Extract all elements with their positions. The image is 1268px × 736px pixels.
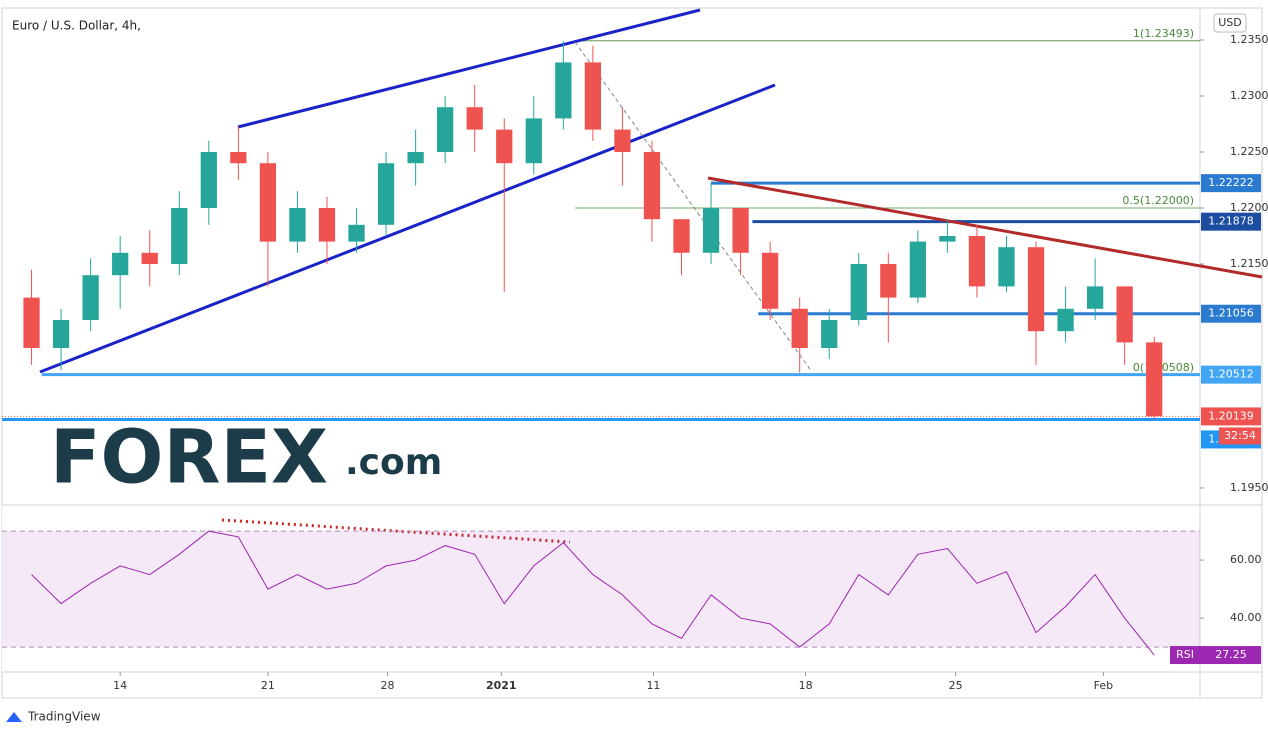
candle-body <box>1146 342 1163 417</box>
rsi-last: 27.25 <box>1215 648 1247 661</box>
candle-body <box>673 219 690 253</box>
candle-body <box>496 129 513 164</box>
candle-body <box>968 235 986 287</box>
watermark: FOREX .com <box>50 415 442 501</box>
candle-body <box>791 308 808 348</box>
price-tick-label: 1.22000 <box>1230 201 1268 214</box>
price-tick-label: 1.21500 <box>1230 257 1268 270</box>
x-tick-label: 25 <box>949 679 963 692</box>
candle-body <box>525 118 542 164</box>
rsi-tick-label: 60.00 <box>1230 553 1262 566</box>
candle-body <box>939 235 956 242</box>
candle-body <box>23 297 40 348</box>
fib-label: 0.5(1.22000) <box>1122 194 1194 207</box>
trend-line <box>707 176 1263 279</box>
currency-box <box>1213 13 1247 33</box>
rsi-divergence <box>221 518 571 544</box>
level-label: 1.21878 <box>1208 215 1254 228</box>
candle-body <box>821 319 838 348</box>
channel-line <box>237 8 701 129</box>
x-tick-label: 28 <box>381 679 395 692</box>
rsi-band <box>2 531 1200 648</box>
brand: FOREX <box>50 415 328 501</box>
candle-body <box>1086 286 1104 309</box>
candle-body <box>200 152 217 208</box>
level-label: 1.21056 <box>1208 307 1254 320</box>
candle-body <box>732 208 749 253</box>
price-tick-label: 1.22500 <box>1230 145 1268 158</box>
channel-line <box>39 83 776 374</box>
candle-body <box>555 62 572 119</box>
candle-body <box>998 247 1015 287</box>
candle-body <box>82 275 99 320</box>
candle-body <box>52 319 70 348</box>
candle-body <box>1027 247 1045 332</box>
level-label-box <box>1201 365 1261 384</box>
candle-body <box>1116 286 1133 343</box>
drawings <box>39 8 1263 544</box>
candle-body <box>762 252 779 309</box>
candle-body <box>850 263 867 320</box>
level-label-box <box>1201 174 1261 193</box>
candle-body <box>909 241 926 298</box>
countdown: 32:54 <box>1224 429 1256 442</box>
candle-body <box>377 163 395 225</box>
candle-body <box>289 208 306 242</box>
candle-body <box>318 208 336 242</box>
footer-logo: TradingView <box>6 710 101 724</box>
candle-body <box>1057 308 1074 332</box>
rsi-tick-label: 40.00 <box>1230 611 1262 624</box>
rsi-tag-box <box>1170 646 1261 665</box>
price-tick-label: 1.23500 <box>1230 33 1268 46</box>
x-tick-label: Feb <box>1094 679 1113 692</box>
candle-body <box>407 152 424 164</box>
price-tick-label: 1.19500 <box>1230 481 1268 494</box>
fib-diagonal <box>574 41 813 373</box>
x-tick-label: 14 <box>113 679 127 692</box>
candle-body <box>466 107 483 130</box>
candle-body <box>259 163 277 242</box>
price-tick-label: 1.23000 <box>1230 89 1268 102</box>
level-label-box <box>1201 304 1261 323</box>
last-price-label: 1.20139 <box>1208 409 1254 422</box>
currency: USD <box>1218 16 1242 29</box>
candle-body <box>702 208 720 253</box>
last-price-label-box <box>1201 407 1261 426</box>
candle-body <box>230 152 247 164</box>
chart-title: Euro / U.S. Dollar, 4h, <box>12 19 141 33</box>
rsi-name: RSI <box>1176 648 1194 661</box>
candle-body <box>880 263 897 298</box>
candle-body <box>643 152 661 220</box>
countdown-box <box>1219 427 1261 445</box>
rsi-panel <box>2 505 1200 672</box>
candle-body <box>437 107 454 153</box>
candle-body <box>112 252 129 276</box>
candle-body <box>584 62 601 130</box>
x-tick-label: 2021 <box>486 679 517 692</box>
x-tick-label: 18 <box>799 679 813 692</box>
candle-body <box>614 129 631 153</box>
logo-icon <box>6 712 22 722</box>
level-label: 1.20512 <box>1208 368 1254 381</box>
fib-label: 0(1.20508) <box>1133 361 1194 374</box>
rsi-line <box>31 530 1155 656</box>
brand-suffix: .com <box>345 442 442 483</box>
candle-body <box>171 208 188 264</box>
fib-label: 1(1.23493) <box>1133 27 1194 40</box>
x-tick-label: 21 <box>261 679 275 692</box>
footer: TradingView <box>27 710 101 724</box>
x-tick-label: 11 <box>646 679 660 692</box>
level-label: 1.22222 <box>1208 176 1254 189</box>
candle-body <box>348 224 365 242</box>
level-label-box <box>1201 212 1261 231</box>
candle-body <box>141 252 158 264</box>
